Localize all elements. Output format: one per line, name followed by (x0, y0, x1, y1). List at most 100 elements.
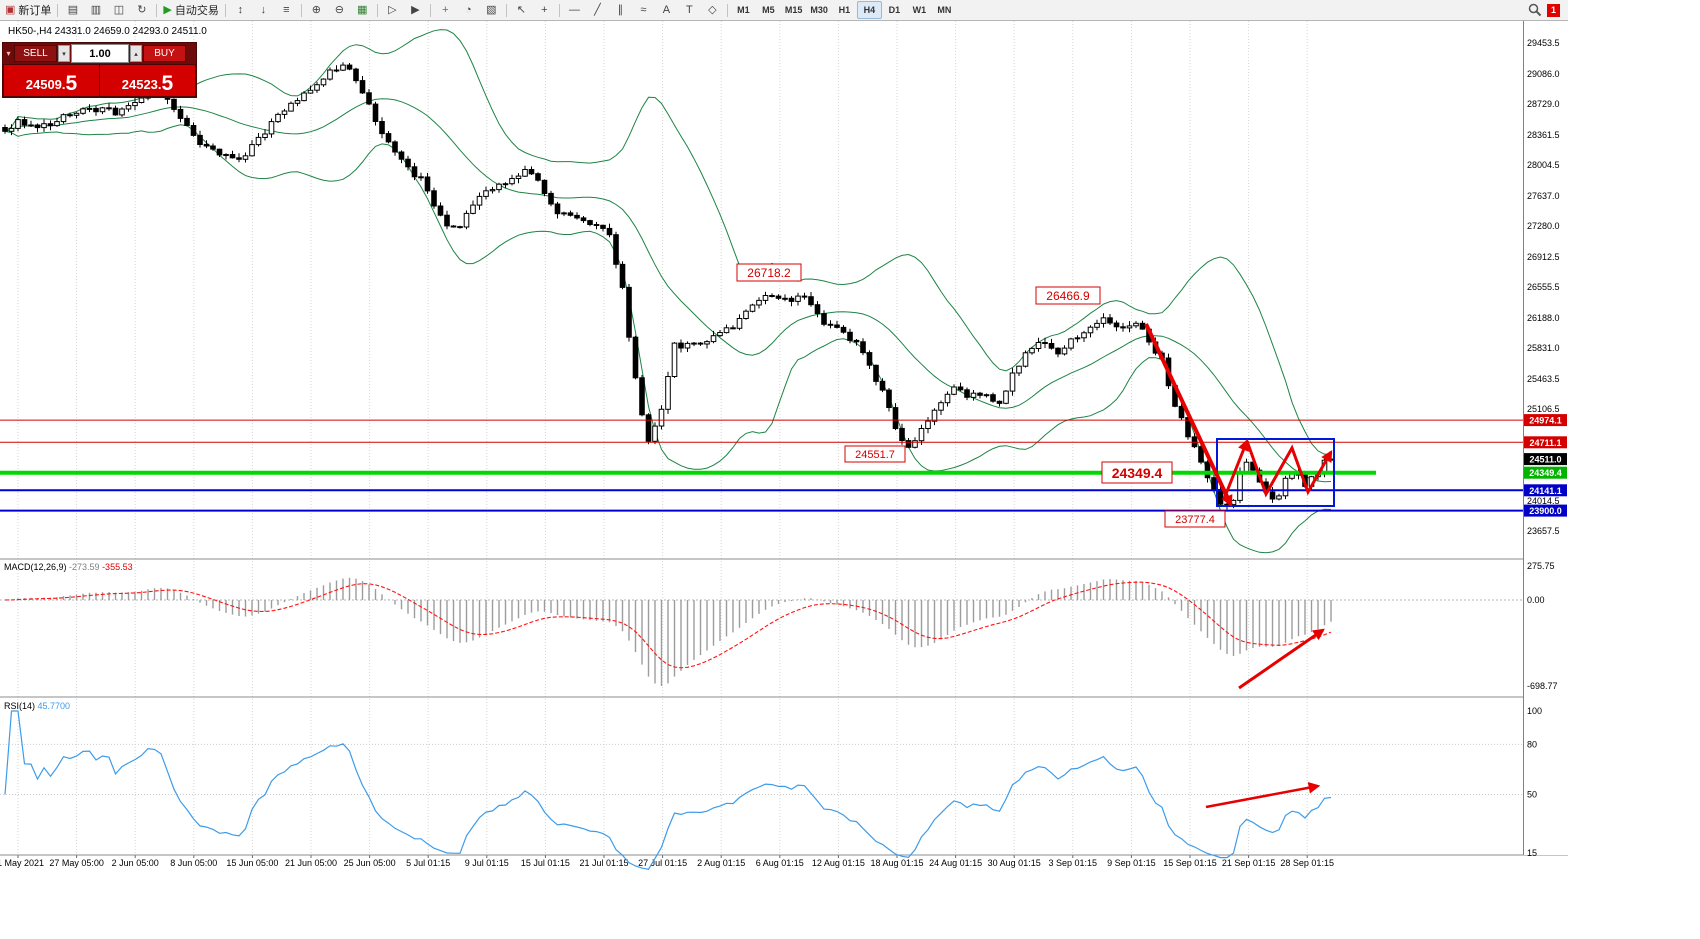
buy-price-pips: 5 (161, 72, 174, 95)
candle-body (918, 428, 925, 442)
timeframe-m1[interactable]: M1 (737, 5, 750, 15)
price-annotation-box[interactable] (1101, 461, 1173, 484)
toolbar-separator (224, 3, 226, 17)
sell-price-pips: 5 (65, 72, 78, 95)
candle-body (860, 341, 866, 354)
price-annotation-box[interactable] (1164, 510, 1226, 528)
horizontal-line-icon[interactable]: — (568, 3, 580, 16)
zoom-in-button[interactable]: ⊕ (311, 3, 321, 16)
macd-up-arrow[interactable] (1238, 628, 1325, 690)
auto-scale-icon[interactable]: ≡ (283, 3, 290, 16)
rsi-up-arrow[interactable] (1205, 781, 1321, 809)
candle-body (619, 263, 626, 288)
candle-body (450, 225, 457, 228)
timeframe-m15[interactable]: M15 (784, 5, 803, 15)
price-annotation-box[interactable] (736, 263, 802, 282)
buy-price-main: 24523. (121, 77, 162, 93)
templates-icon[interactable]: ▧ (486, 3, 497, 16)
price-axis-label: 24014.5 (1527, 496, 1560, 506)
price-annotation-text: 24349.4 (1112, 465, 1163, 481)
candle-body (528, 169, 535, 175)
price-annotation-box[interactable] (844, 445, 906, 463)
timeframe-w1[interactable]: W1 (912, 5, 927, 15)
shift-down-icon[interactable]: ↓ (260, 3, 267, 16)
profiles-icon[interactable]: ▥ (90, 3, 102, 16)
volume-decrease-button[interactable]: ▾ (58, 45, 70, 62)
sell-price-display[interactable]: 24509. 5 (4, 65, 99, 96)
cursor-icon[interactable]: ↖ (516, 3, 526, 16)
auto-scroll-icon[interactable]: ▷ (388, 3, 397, 16)
price-badge (1524, 504, 1567, 517)
volume-increase-button[interactable]: ▴ (130, 45, 142, 62)
trendline-icon[interactable]: ╱ (594, 3, 601, 16)
zigzag-up-arrow[interactable] (1222, 438, 1249, 500)
candle-body (554, 203, 561, 215)
timeframe-m5[interactable]: M5 (762, 5, 775, 15)
rsi-axis-label: 50 (1527, 790, 1537, 800)
candle-body (1100, 317, 1107, 324)
auto-trading-button[interactable]: ▶ 自动交易 (163, 3, 219, 17)
toolbar-buttons: ▣ 新订单 ▤ ▥ ◫ ↻ ▶ 自动交易 ↕ ↓ ≡ ⊕ ⊖ ▦ ▷ ▶ + ◔ ▧ ↖ + — ╱ ∥ ≈ A T ◇ M1 M5 M15… (2, 1, 1528, 19)
volume-input[interactable] (71, 44, 129, 63)
candle-body (2, 127, 8, 132)
charts-icon[interactable]: ▤ (67, 3, 79, 16)
timeframe-h1[interactable]: H1 (838, 5, 851, 15)
sell-button[interactable]: SELL (14, 45, 57, 62)
time-label: 8 Jun 05:00 (170, 858, 217, 868)
label-icon[interactable]: T (686, 3, 693, 16)
candle-body (905, 440, 912, 448)
tile-windows-icon[interactable]: ▦ (357, 3, 368, 16)
time-label: 2 Aug 01:15 (697, 858, 745, 868)
price-annotation-box[interactable] (1035, 286, 1101, 305)
price-badge-label: 24711.1 (1529, 438, 1561, 448)
price-axis-label: 25463.5 (1527, 374, 1560, 384)
chart-shift-icon[interactable]: ▶ (411, 3, 420, 16)
periods-icon[interactable]: ◔ (465, 3, 472, 16)
candle-body (1211, 477, 1217, 491)
shapes-icon[interactable]: ◇ (708, 3, 717, 16)
buy-button[interactable]: BUY (143, 45, 186, 62)
text-icon[interactable]: A (662, 3, 671, 16)
candle-body (502, 183, 509, 186)
new-chart-button[interactable]: + (442, 3, 449, 16)
one-click-collapse-icon[interactable]: ▾ (6, 49, 11, 58)
downtrend-arrow[interactable] (1144, 323, 1233, 508)
zigzag-path-arrow[interactable] (1245, 440, 1333, 498)
fibonacci-icon[interactable]: ≈ (640, 3, 647, 16)
rsi-axis-label: 15 (1527, 848, 1537, 858)
scale-fix-icon[interactable]: ↕ (237, 3, 244, 16)
price-badge-label: 24974.1 (1529, 416, 1562, 426)
candle-body (268, 121, 275, 135)
time-label: 21 Jun 05:00 (285, 858, 337, 868)
channel-icon[interactable]: ∥ (617, 3, 624, 16)
rsi-axis-label: 80 (1527, 739, 1537, 749)
zoom-out-button[interactable]: ⊖ (334, 3, 344, 16)
market-watch-icon[interactable]: ◫ (113, 3, 125, 16)
toolbar-separator (505, 3, 507, 17)
timeframe-m30[interactable]: M30 (810, 5, 828, 15)
candle-body (1094, 322, 1100, 328)
candle-body (340, 64, 346, 71)
candle-body (678, 342, 684, 349)
timeframe-d1[interactable]: D1 (888, 5, 901, 15)
notification-badge[interactable]: 1 (1547, 3, 1560, 17)
candle-body (372, 103, 379, 122)
rsi-axis-label: 100 (1527, 706, 1542, 716)
candle-body (873, 364, 879, 382)
new-order-button[interactable]: ▣ 新订单 (5, 3, 52, 17)
timeframe-h4[interactable]: H4 (856, 1, 882, 19)
timeframe-mn[interactable]: MN (937, 5, 952, 15)
macd-axis-label: 275.75 (1527, 561, 1555, 571)
candle-body (951, 386, 957, 395)
buy-price-display[interactable]: 24523. 5 (100, 65, 195, 96)
candle-body (444, 214, 450, 227)
candle-body (762, 295, 769, 301)
refresh-icon[interactable]: ↻ (137, 3, 147, 16)
candle-body (567, 212, 574, 216)
search-icon[interactable] (1528, 3, 1542, 17)
candle-body (41, 123, 47, 129)
bollinger-upper-band (4, 29, 1332, 455)
crosshair-icon[interactable]: + (541, 3, 548, 16)
price-axis-label: 26555.5 (1527, 282, 1560, 292)
candle-body (353, 68, 359, 82)
